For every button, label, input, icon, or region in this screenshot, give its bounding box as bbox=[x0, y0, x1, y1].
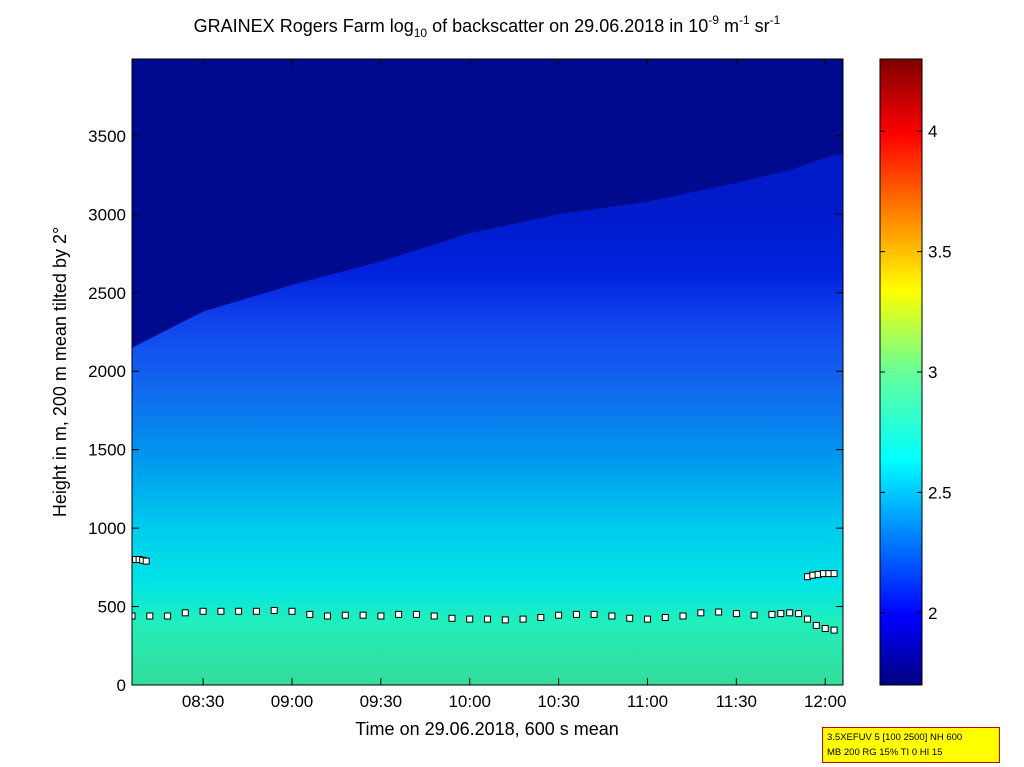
mixing-layer-marker bbox=[448, 614, 456, 622]
colorbar-tick-label: 3 bbox=[928, 363, 937, 382]
chart-title: GRAINEX Rogers Farm log10 of backscatter… bbox=[194, 13, 781, 40]
mixing-layer-marker bbox=[430, 612, 438, 620]
mixing-layer-marker bbox=[555, 611, 563, 619]
colorbar-tick-label: 4 bbox=[928, 122, 937, 141]
mixing-layer-marker bbox=[644, 615, 651, 623]
upper-layer-marker bbox=[142, 557, 150, 565]
y-tick-label: 3000 bbox=[88, 205, 126, 224]
x-tick-label: 09:30 bbox=[360, 692, 403, 711]
x-tick-label: 11:30 bbox=[716, 692, 757, 711]
clear-air-region bbox=[132, 59, 843, 348]
y-tick-label: 3500 bbox=[88, 127, 126, 146]
mixing-layer-marker bbox=[359, 611, 367, 619]
colorbar-tick-label: 3.5 bbox=[928, 243, 952, 262]
mixing-layer-marker bbox=[697, 609, 705, 617]
mixing-layer-marker bbox=[324, 612, 331, 620]
mixing-layer-marker bbox=[812, 621, 820, 629]
mixing-layer-marker bbox=[412, 610, 420, 618]
mixing-layer-marker bbox=[750, 611, 758, 619]
mixing-layer-marker bbox=[804, 615, 811, 623]
mixing-layer-marker bbox=[377, 612, 385, 620]
mixing-layer-marker bbox=[777, 610, 785, 618]
mixing-layer-marker bbox=[537, 614, 545, 621]
mixing-layer-marker bbox=[519, 615, 527, 623]
colorbar-tick-label: 2.5 bbox=[928, 483, 952, 502]
mixing-layer-marker bbox=[146, 612, 154, 620]
y-axis-ticks: 0 500 1000 1500 2000 2500 3000 3500 bbox=[88, 127, 843, 695]
mixing-layer-marker bbox=[501, 616, 509, 624]
processing-parameters-box: 3.5XEFUV 5 [100 2500] NH 600 MB 200 RG 1… bbox=[822, 727, 1000, 763]
mixing-layer-marker bbox=[484, 615, 491, 623]
mixing-layer-marker bbox=[132, 612, 136, 620]
mixing-layer-marker bbox=[795, 610, 803, 618]
mixing-layer-marker bbox=[661, 614, 669, 621]
y-tick-label: 1500 bbox=[88, 441, 126, 460]
x-tick-label: 11:00 bbox=[627, 692, 668, 711]
mixing-layer-marker bbox=[830, 626, 838, 634]
info-line-2: MB 200 RG 15% TI 0 HI 15 bbox=[827, 747, 943, 758]
x-tick-label: 10:30 bbox=[537, 692, 580, 711]
mixing-layer-marker bbox=[626, 614, 634, 622]
upper-layer-marker bbox=[830, 570, 838, 578]
mixing-layer-marker bbox=[199, 607, 207, 615]
plot-frame bbox=[131, 58, 844, 686]
mixing-layer-marker bbox=[679, 612, 687, 620]
info-line-1: 3.5XEFUV 5 [100 2500] NH 600 bbox=[827, 732, 963, 743]
x-axis-ticks: 08:30 09:00 09:30 10:00 10:30 11:00 11:30 12:00 bbox=[182, 59, 847, 711]
mixing-layer-marker bbox=[821, 625, 829, 632]
mixing-layer-height-markers bbox=[132, 556, 838, 634]
mixing-layer-marker bbox=[235, 607, 243, 615]
y-tick-label: 500 bbox=[98, 598, 126, 617]
colorbar bbox=[879, 58, 923, 686]
mixing-layer-marker bbox=[715, 608, 723, 616]
x-tick-label: 12:00 bbox=[804, 692, 847, 711]
mixing-layer-marker bbox=[288, 607, 296, 615]
colorbar-tick-label: 2 bbox=[928, 604, 937, 623]
mixing-layer-marker bbox=[768, 610, 776, 618]
heatmap-plot-area bbox=[132, 59, 843, 685]
x-axis-label: Time on 29.06.2018, 600 s mean bbox=[355, 719, 619, 739]
mixing-layer-marker bbox=[164, 612, 172, 620]
y-tick-label: 1000 bbox=[88, 519, 126, 538]
x-tick-label: 09:00 bbox=[271, 692, 314, 711]
colorbar-ticks: 2 2.5 3 3.5 4 bbox=[880, 122, 952, 623]
mixing-layer-marker bbox=[590, 610, 598, 618]
mixing-layer-marker bbox=[786, 609, 794, 617]
x-tick-label: 08:30 bbox=[182, 692, 225, 711]
mixing-layer-marker bbox=[217, 607, 225, 615]
mixing-layer-marker bbox=[306, 610, 314, 618]
mixing-layer-marker bbox=[572, 610, 580, 618]
mixing-layer-marker bbox=[270, 607, 278, 614]
mixing-layer-marker bbox=[732, 610, 740, 618]
mixing-layer-marker bbox=[608, 612, 616, 620]
x-tick-label: 10:00 bbox=[448, 692, 491, 711]
mixing-layer-marker bbox=[395, 610, 403, 618]
mixing-layer-marker bbox=[341, 611, 349, 619]
y-tick-label: 2500 bbox=[88, 284, 126, 303]
y-axis-label: Height in m, 200 m mean tilted by 2° bbox=[50, 227, 70, 517]
mixing-layer-marker bbox=[181, 609, 189, 617]
y-tick-label: 0 bbox=[117, 676, 126, 695]
mixing-layer-marker bbox=[252, 607, 260, 615]
y-tick-label: 2000 bbox=[88, 362, 126, 381]
mixing-layer-marker bbox=[466, 615, 474, 623]
